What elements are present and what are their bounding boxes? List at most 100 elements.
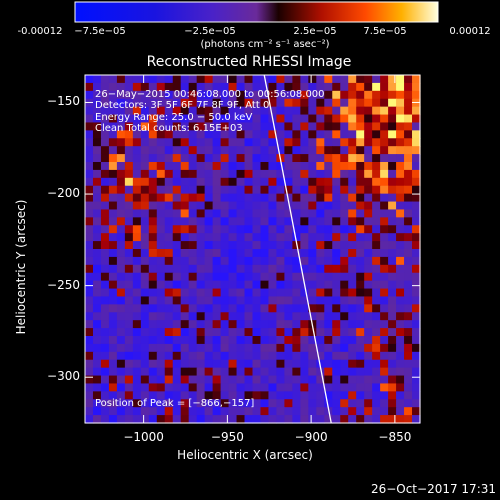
heatmap-cell: [108, 130, 118, 139]
heatmap-cell: [92, 296, 102, 305]
heatmap-cell: [284, 391, 293, 400]
heatmap-cell: [316, 383, 325, 392]
heatmap-cell: [140, 280, 150, 290]
heatmap-cell: [85, 399, 94, 408]
heatmap-cell: [212, 177, 222, 187]
heatmap-cell: [268, 90, 278, 100]
heatmap-cell: [204, 391, 214, 400]
heatmap-cell: [268, 280, 278, 290]
heatmap-cell: [324, 256, 333, 266]
heatmap-cell: [324, 249, 333, 258]
heatmap-cell: [276, 130, 286, 139]
heatmap-cell: [132, 264, 142, 274]
heatmap-cell: [300, 177, 309, 187]
heatmap-cell: [132, 193, 142, 203]
heatmap-cell: [92, 177, 102, 187]
heatmap-cell: [316, 106, 325, 116]
heatmap-cell: [404, 343, 413, 353]
heatmap-cell: [356, 336, 365, 345]
heatmap-cell: [300, 328, 309, 337]
heatmap-cell: [300, 256, 309, 266]
heatmap-cell: [100, 264, 110, 274]
heatmap-cell: [364, 233, 373, 242]
heatmap-cell: [268, 154, 278, 163]
heatmap-cell: [292, 98, 301, 108]
heatmap-cell: [204, 288, 214, 298]
heatmap-cell: [132, 383, 142, 392]
heatmap-cell: [108, 138, 118, 147]
heatmap-cell: [244, 359, 254, 369]
heatmap-cell: [116, 296, 126, 305]
heatmap-cell: [228, 241, 238, 250]
heatmap-cell: [364, 328, 373, 337]
heatmap-cell: [204, 122, 214, 131]
heatmap-cell: [364, 391, 373, 400]
heatmap-cell: [148, 264, 158, 274]
heatmap-cell: [116, 209, 126, 218]
heatmap-cell: [116, 169, 126, 179]
heatmap-cell: [268, 130, 278, 139]
heatmap-cell: [228, 225, 238, 234]
heatmap-cell: [196, 169, 206, 179]
heatmap-cell: [252, 130, 262, 139]
heatmap-cell: [132, 106, 142, 116]
heatmap-cell: [108, 90, 118, 100]
heatmap-cell: [340, 249, 349, 258]
heatmap-cell: [116, 98, 126, 108]
heatmap-cell: [164, 304, 174, 313]
heatmap-cell: [148, 90, 158, 100]
heatmap-cell: [292, 193, 301, 203]
heatmap-cell: [276, 233, 286, 242]
heatmap-cell: [372, 280, 381, 290]
heatmap-cell: [388, 415, 397, 424]
heatmap-cell: [108, 296, 118, 305]
heatmap-cell: [396, 343, 405, 353]
heatmap-cell: [340, 280, 349, 290]
heatmap-cell: [412, 328, 421, 337]
heatmap-cell: [260, 320, 270, 329]
colorbar-tick-label: 7.5e−05: [363, 26, 407, 37]
heatmap-cells: [85, 75, 421, 424]
heatmap-cell: [148, 383, 158, 392]
heatmap-cell: [148, 82, 158, 92]
heatmap-cell: [276, 114, 286, 124]
heatmap-cell: [188, 241, 198, 250]
heatmap-cell: [372, 122, 381, 131]
heatmap-cell: [396, 288, 405, 298]
heatmap-cell: [116, 114, 126, 124]
heatmap-cell: [260, 256, 270, 266]
heatmap-cell: [308, 391, 317, 400]
heatmap-cell: [188, 256, 198, 266]
heatmap-cell: [92, 336, 102, 345]
heatmap-cell: [348, 367, 357, 377]
heatmap-cell: [292, 122, 301, 131]
heatmap-cell: [236, 122, 246, 131]
heatmap-cell: [316, 351, 325, 361]
heatmap-cell: [236, 162, 246, 171]
heatmap-cell: [412, 225, 421, 234]
heatmap-cell: [164, 375, 174, 385]
heatmap-cell: [244, 407, 254, 416]
heatmap-cell: [356, 122, 365, 131]
heatmap-cell: [340, 320, 349, 329]
heatmap-cell: [140, 312, 150, 321]
heatmap-cell: [164, 407, 174, 416]
colorbar-tick-label: -0.00012: [17, 26, 63, 37]
heatmap-cell: [284, 138, 293, 147]
heatmap-cell: [92, 122, 102, 131]
heatmap-cell: [260, 138, 270, 147]
heatmap-cell: [188, 225, 198, 234]
heatmap-cell: [236, 399, 246, 408]
heatmap-cell: [156, 201, 166, 211]
heatmap-cell: [332, 280, 341, 290]
heatmap-cell: [348, 415, 357, 424]
heatmap-cell: [132, 130, 142, 139]
heatmap-cell: [196, 415, 206, 424]
heatmap-cell: [92, 169, 102, 179]
heatmap-cell: [412, 177, 421, 187]
heatmap-cell: [180, 249, 190, 258]
heatmap-cell: [332, 320, 341, 329]
heatmap-cell: [116, 154, 126, 163]
heatmap-cell: [292, 209, 301, 218]
heatmap-cell: [332, 241, 341, 250]
